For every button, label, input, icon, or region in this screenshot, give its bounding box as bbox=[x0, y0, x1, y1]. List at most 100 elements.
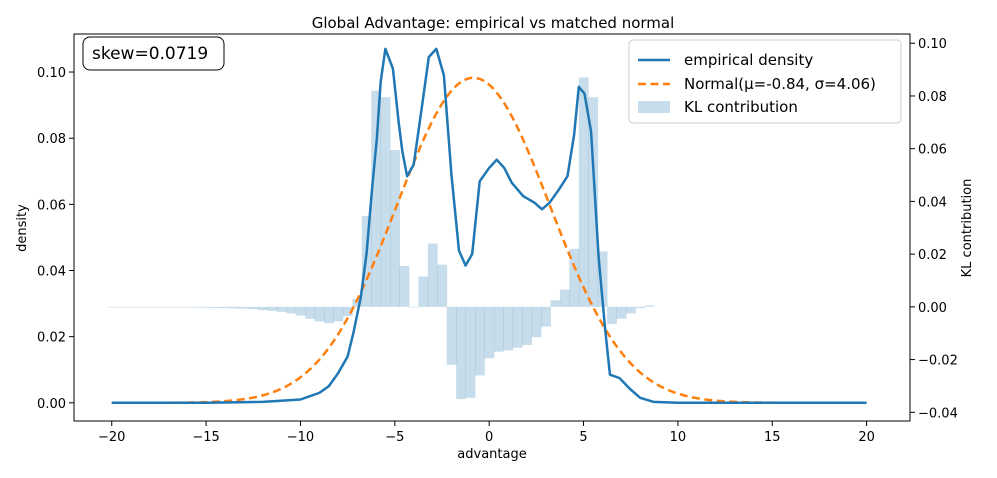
kl-bar bbox=[380, 97, 391, 307]
kl-bar bbox=[635, 306, 646, 309]
kl-bar bbox=[210, 306, 221, 308]
y2-tick-label: 0.00 bbox=[918, 301, 947, 316]
empirical-density-line bbox=[111, 47, 867, 405]
y-tick-label: 0.06 bbox=[37, 198, 66, 213]
kl-bar bbox=[541, 306, 551, 327]
kl-bar bbox=[125, 306, 136, 308]
x-tick-label: −5 bbox=[385, 430, 404, 445]
kl-bar bbox=[371, 90, 382, 307]
plot-area bbox=[107, 47, 867, 405]
y-tick-label: 0.04 bbox=[37, 265, 66, 280]
legend-kl-label: KL contribution bbox=[684, 98, 798, 116]
kl-bar bbox=[607, 306, 617, 324]
y-tick-label: 0.10 bbox=[37, 66, 66, 81]
kl-bar bbox=[465, 306, 476, 398]
kl-bar bbox=[314, 306, 325, 322]
kl-bar bbox=[625, 306, 636, 314]
x-tick-label: −15 bbox=[192, 430, 219, 445]
kl-bar bbox=[144, 306, 155, 308]
kl-bar bbox=[550, 300, 561, 307]
kl-bar bbox=[239, 306, 249, 309]
y2-tick-label: −0.02 bbox=[918, 354, 958, 369]
skew-annotation: skew=0.0719 bbox=[82, 36, 225, 71]
y2-tick-label: 0.10 bbox=[918, 37, 947, 52]
kl-bar bbox=[352, 298, 363, 307]
kl-bar bbox=[531, 306, 542, 338]
kl-bar bbox=[597, 251, 608, 307]
kl-bar bbox=[399, 265, 410, 307]
kl-bar bbox=[522, 306, 533, 346]
kl-bar bbox=[173, 306, 183, 308]
kl-bar bbox=[220, 306, 231, 309]
kl-bar bbox=[258, 306, 268, 311]
kl-bar bbox=[644, 305, 655, 307]
y-axis-right: −0.04 −0.02 0.00 0.02 0.04 0.06 0.08 0.10 bbox=[910, 37, 958, 421]
kl-bar bbox=[267, 306, 278, 311]
y2-tick-label: −0.04 bbox=[918, 406, 958, 421]
x-tick-label: 10 bbox=[670, 430, 687, 445]
kl-bar bbox=[559, 289, 570, 307]
kl-bar bbox=[569, 248, 580, 307]
y-axis-left: 0.00 0.02 0.04 0.06 0.08 0.10 bbox=[37, 66, 74, 412]
x-tick-label: −10 bbox=[287, 430, 314, 445]
kl-bar bbox=[305, 306, 316, 319]
kl-bar bbox=[333, 306, 344, 322]
kl-bar bbox=[503, 306, 514, 351]
y2-tick-label: 0.08 bbox=[918, 90, 947, 105]
kl-bar bbox=[456, 306, 466, 400]
legend-normal-label: Normal(μ=-0.84, σ=4.06) bbox=[684, 75, 876, 93]
legend-frame bbox=[628, 39, 902, 124]
chart-title: Global Advantage: empirical vs matched n… bbox=[312, 14, 675, 32]
kl-bar bbox=[493, 306, 504, 352]
kl-bar bbox=[107, 306, 117, 308]
y-tick-label: 0.02 bbox=[37, 331, 66, 346]
x-tick-label: 20 bbox=[858, 430, 875, 445]
y-axis-label: density bbox=[15, 204, 30, 252]
kl-bar bbox=[427, 243, 438, 307]
x-axis: −20 −15 −10 −5 0 5 10 15 20 bbox=[98, 421, 875, 445]
y2-tick-label: 0.06 bbox=[918, 143, 947, 158]
y-tick-label: 0.00 bbox=[37, 397, 66, 412]
kl-bar bbox=[616, 306, 627, 319]
x-tick-label: 0 bbox=[485, 430, 493, 445]
kl-bar bbox=[295, 306, 306, 316]
kl-bar bbox=[437, 264, 448, 307]
x-axis-label: advantage bbox=[457, 447, 526, 462]
kl-bar bbox=[484, 306, 495, 359]
kl-bar bbox=[191, 306, 202, 308]
legend-empirical-label: empirical density bbox=[684, 51, 813, 69]
kl-bar bbox=[229, 306, 240, 309]
kl-bar bbox=[154, 306, 165, 308]
legend-kl-swatch bbox=[638, 101, 670, 113]
y2-axis-label: KL contribution bbox=[960, 179, 975, 278]
kl-bar bbox=[418, 276, 429, 307]
kl-bar bbox=[512, 306, 523, 348]
kl-bar bbox=[475, 306, 485, 376]
kl-bar bbox=[248, 306, 259, 310]
skew-annotation-text: skew=0.0719 bbox=[92, 44, 208, 64]
kl-bar bbox=[135, 306, 146, 308]
y-tick-label: 0.08 bbox=[37, 132, 66, 147]
kl-bar bbox=[324, 306, 334, 324]
x-tick-label: 15 bbox=[764, 430, 781, 445]
kl-bar bbox=[286, 306, 297, 314]
kl-bar bbox=[446, 306, 457, 365]
kl-bar bbox=[163, 306, 174, 308]
kl-bar bbox=[578, 77, 589, 307]
kl-bar bbox=[182, 306, 193, 308]
skew-annotation-box bbox=[82, 36, 225, 71]
kl-bars bbox=[107, 77, 655, 400]
y2-tick-label: 0.04 bbox=[918, 195, 947, 210]
kl-bar bbox=[390, 149, 400, 307]
kl-bar bbox=[276, 306, 287, 312]
x-tick-label: 5 bbox=[579, 430, 587, 445]
kl-bar bbox=[342, 306, 353, 317]
kl-bar bbox=[201, 306, 212, 308]
kl-bar bbox=[116, 306, 127, 308]
legend: empirical density Normal(μ=-0.84, σ=4.06… bbox=[628, 39, 902, 124]
kl-bar bbox=[588, 97, 599, 307]
kl-bar bbox=[408, 306, 419, 308]
normal-density-line bbox=[111, 76, 867, 405]
x-tick-label: −20 bbox=[98, 430, 125, 445]
